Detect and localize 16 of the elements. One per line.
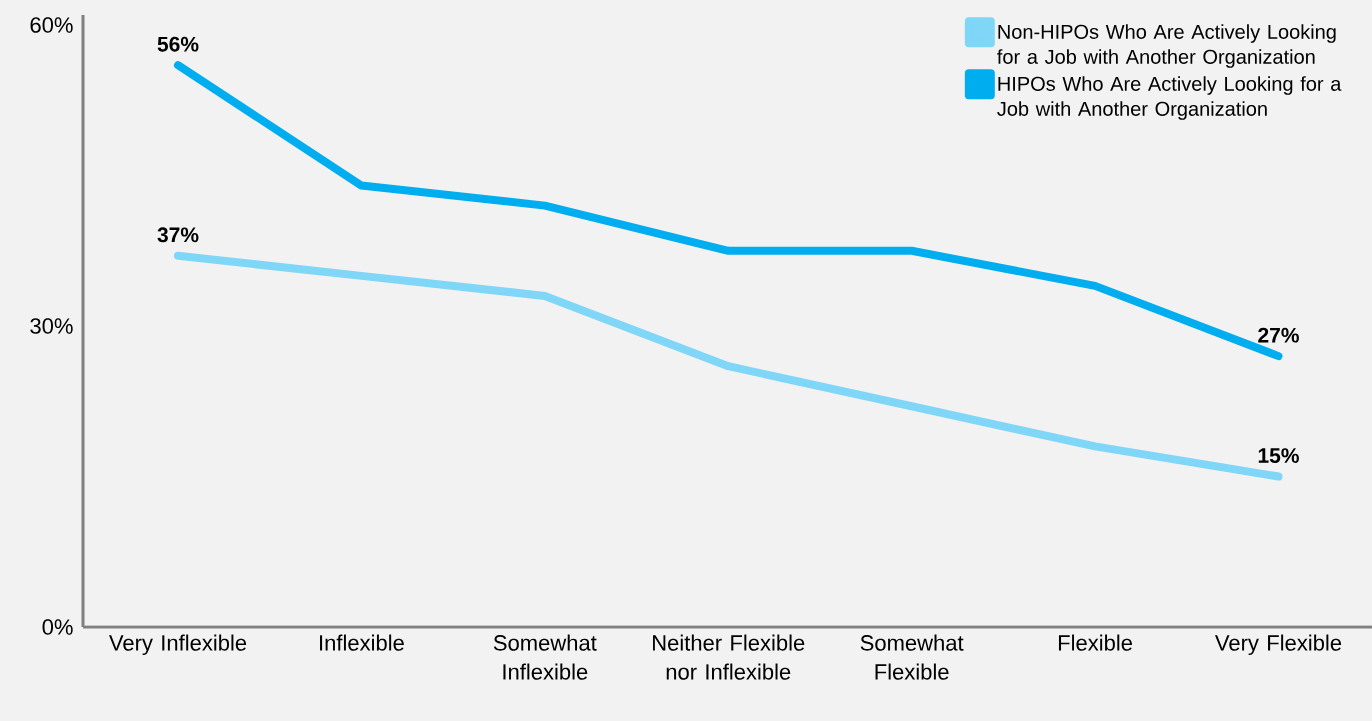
data-label: 27%	[1258, 327, 1299, 343]
y-tick-label: 0%	[42, 619, 73, 635]
legend-label: HIPOs Who Are Actively Looking for a Job with Another Organization	[997, 76, 1342, 120]
x-tick-label: Very Inflexible	[109, 634, 247, 656]
legend-label: Non-HIPOs Who Are Actively Looking for a Job with Another Organization	[997, 24, 1336, 68]
x-tick-label: Very Flexible	[1215, 634, 1342, 656]
x-tick-label: Somewhat Inflexible	[493, 634, 597, 680]
x-tick-label: Inflexible	[320, 634, 404, 651]
x-tick-label: Neither Flexible nor Inflexible	[653, 634, 805, 680]
data-label: 15%	[1258, 448, 1299, 463]
x-tick-label: Flexible	[1058, 634, 1132, 651]
y-tick-label: 30%	[30, 318, 73, 334]
y-tick-label: 60%	[30, 17, 73, 33]
data-label: 56%	[157, 36, 199, 52]
data-label: 37%	[157, 227, 199, 243]
x-tick-label: Somewhat Flexible	[860, 634, 964, 680]
